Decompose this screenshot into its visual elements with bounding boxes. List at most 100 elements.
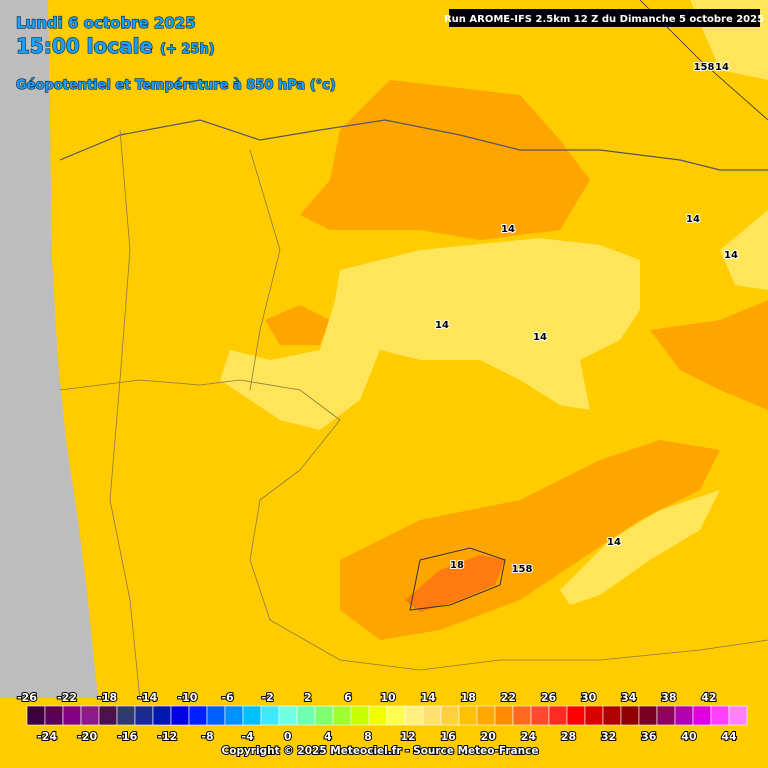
color-swatch (638, 705, 658, 726)
field-name: Géopotentiel et Température à 850 hPa (°… (16, 78, 336, 93)
color-swatch (296, 705, 316, 726)
scale-label: 2 (304, 691, 312, 704)
contour-label: 14 (724, 250, 738, 261)
color-swatch (278, 705, 298, 726)
scale-label: 6 (344, 691, 352, 704)
scale-label: 14 (420, 691, 436, 704)
scale-label: 28 (561, 730, 576, 743)
contour-label: 14 (501, 224, 515, 235)
scale-label: -6 (221, 691, 234, 704)
border-line (59, 119, 768, 171)
scale-label: 18 (461, 691, 476, 704)
color-swatch (728, 705, 748, 726)
color-swatch (386, 705, 406, 726)
color-swatch (170, 705, 190, 726)
color-swatch (440, 705, 460, 726)
scale-label: 0 (284, 730, 292, 743)
scale-label: -26 (17, 691, 37, 704)
scale-label: 16 (441, 730, 457, 743)
color-swatch (98, 705, 118, 726)
color-swatch (314, 705, 334, 726)
contour (409, 547, 506, 611)
scale-label: -18 (97, 691, 117, 704)
color-swatch (512, 705, 532, 726)
scale-label: 36 (641, 730, 657, 743)
orange-zone (300, 80, 590, 240)
hot-zone (405, 555, 505, 612)
cool-zone (560, 490, 720, 605)
contour-label: 158 (694, 62, 715, 73)
copyright: Copyright © 2025 Meteociel.fr - Source M… (222, 745, 539, 757)
scale-label: 42 (701, 691, 716, 704)
color-swatch (206, 705, 226, 726)
scale-label: 38 (661, 691, 676, 704)
color-swatch (368, 705, 388, 726)
scale-label: 40 (681, 730, 697, 743)
orange-zone (265, 305, 330, 345)
contour-label: 158 (512, 564, 533, 575)
scale-label: 34 (621, 691, 637, 704)
scale-label: 26 (541, 691, 557, 704)
run-box (449, 9, 760, 27)
color-swatch (152, 705, 172, 726)
orange-zone (650, 300, 768, 410)
color-swatch (692, 705, 712, 726)
color-swatch (350, 705, 370, 726)
color-swatch (422, 705, 442, 726)
time: 15:00 locale (16, 34, 153, 58)
region-line (249, 149, 281, 391)
scale-label: -16 (117, 730, 137, 743)
color-swatch (674, 705, 694, 726)
lead-time: (+ 25h) (160, 42, 215, 57)
scale-label: 32 (601, 730, 616, 743)
color-swatch (476, 705, 496, 726)
color-swatch (44, 705, 64, 726)
scale-label: 22 (501, 691, 516, 704)
scale-label: -10 (178, 691, 198, 704)
scale-label: 12 (400, 730, 415, 743)
color-swatch (530, 705, 550, 726)
scale-label: 4 (324, 730, 332, 743)
scale-label: -20 (77, 730, 97, 743)
scale-label: -2 (262, 691, 274, 704)
run-info: Run AROME-IFS 2.5km 12 Z du Dimanche 5 o… (444, 14, 764, 25)
region-line (59, 379, 768, 671)
color-swatch (332, 705, 352, 726)
scale-label: -14 (137, 691, 157, 704)
color-swatch (62, 705, 82, 726)
color-swatch (566, 705, 586, 726)
color-swatch (116, 705, 136, 726)
scale-label: -22 (57, 691, 77, 704)
scale-label: 20 (481, 730, 497, 743)
color-swatch (584, 705, 604, 726)
color-swatch (242, 705, 262, 726)
scale-label: 30 (581, 691, 597, 704)
color-swatch (602, 705, 622, 726)
color-swatch (548, 705, 568, 726)
contour-label: 14 (715, 62, 729, 73)
color-swatch (134, 705, 154, 726)
date: Lundi 6 octobre 2025 (16, 14, 196, 32)
color-swatch (26, 705, 46, 726)
color-swatch (710, 705, 730, 726)
contour-label: 18 (450, 560, 464, 571)
cool-zone (220, 238, 640, 430)
scale-label: -8 (201, 730, 213, 743)
contour-label: 14 (686, 214, 700, 225)
color-swatch (224, 705, 244, 726)
scale-label: -12 (157, 730, 177, 743)
color-swatch (80, 705, 100, 726)
contour-label: 14 (607, 537, 621, 548)
color-swatch (404, 705, 424, 726)
contour-label: 14 (435, 320, 449, 331)
scale-label: -4 (242, 730, 255, 743)
color-swatch (188, 705, 208, 726)
color-swatch (620, 705, 640, 726)
cool-zone (720, 210, 768, 290)
color-swatch (494, 705, 514, 726)
scale-label: 10 (380, 691, 396, 704)
scale-label: 24 (521, 730, 537, 743)
scale-label: -24 (37, 730, 57, 743)
